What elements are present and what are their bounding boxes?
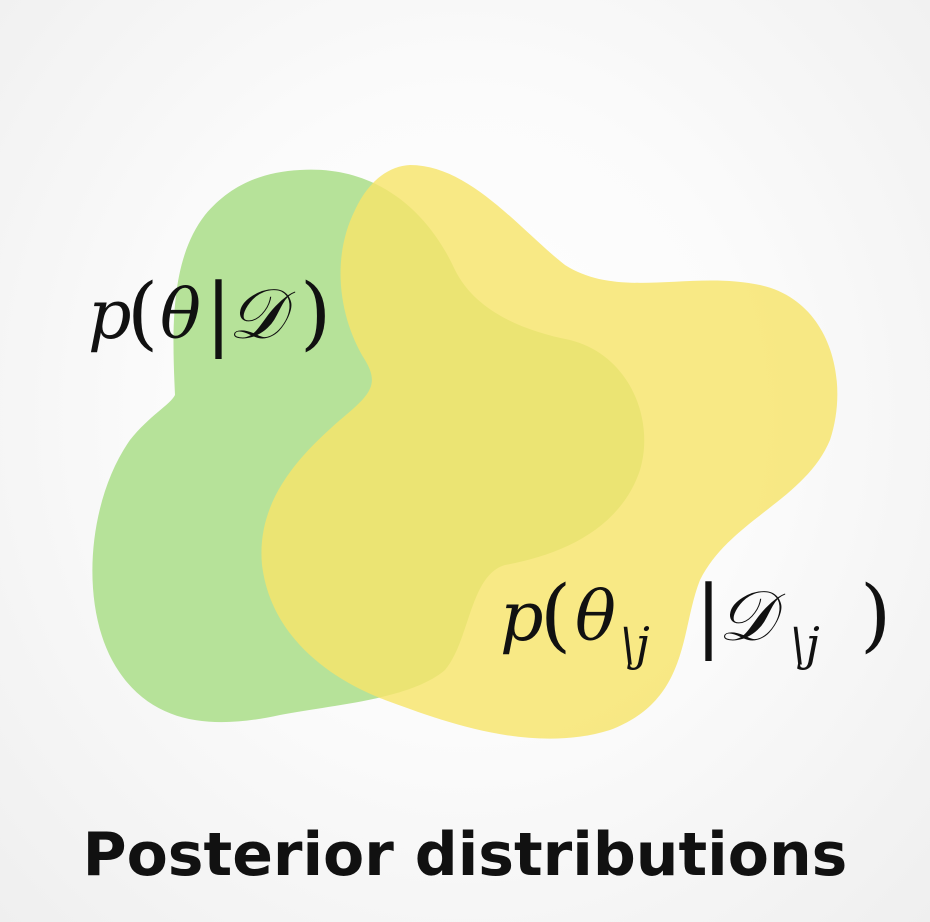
label-p: p	[88, 276, 132, 355]
label-close-paren: )	[300, 266, 331, 359]
loo-label-p: p	[500, 578, 544, 657]
loo-label-close-paren: )	[860, 568, 891, 661]
loo-label-data: 𝒟	[718, 575, 786, 657]
loo-label-sub-data: \j	[790, 617, 820, 671]
caption: Posterior distributions	[82, 820, 848, 890]
label-bar: |	[205, 266, 232, 359]
loo-label-sub-theta: \j	[620, 617, 650, 671]
loo-label-open-paren: (	[540, 568, 571, 661]
yellow-posterior-blob	[261, 165, 838, 739]
loo-label-bar: |	[695, 568, 722, 661]
loo-posterior-label: p ( θ \j | 𝒟 \j )	[500, 568, 891, 671]
loo-label-theta: θ	[575, 578, 616, 657]
label-theta: θ	[160, 276, 201, 355]
label-open-paren: (	[127, 266, 158, 359]
